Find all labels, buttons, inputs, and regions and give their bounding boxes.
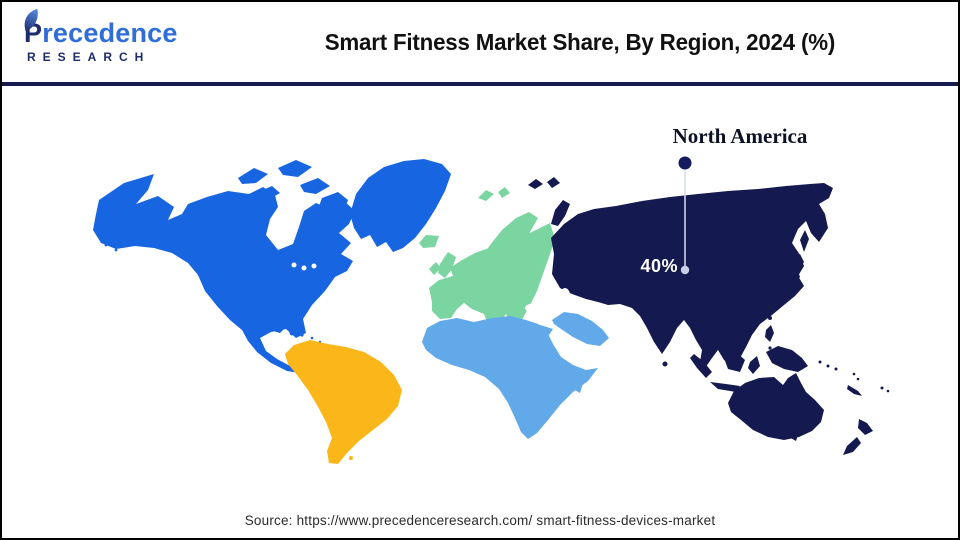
region-middle-east-africa [422,312,609,439]
region-south-america [285,340,402,464]
callout-dot-bottom [680,265,690,275]
brand-logo: Precedence RESEARCH [2,8,227,64]
world-map-svg [93,156,890,464]
header-divider [2,82,958,86]
world-map [2,86,958,538]
region-europe [419,187,555,337]
header: Precedence RESEARCH Smart Fitness Market… [2,2,958,82]
callout [678,156,692,275]
source-text: Source: https://www.precedenceresearch.c… [244,513,716,528]
leaf-icon [18,6,45,38]
page-title: Smart Fitness Market Share, By Region, 2… [324,28,836,55]
water-cutouts [291,262,571,313]
callout-value-label: 40% [640,256,678,276]
brand-subtitle: RESEARCH [27,50,151,64]
region-asia-pacific [528,177,890,455]
brand-name: Precedence [24,8,227,48]
region-north-america [93,159,451,373]
brand-text: Precedence [24,18,178,48]
callout-dot-top [678,156,692,170]
callout-region-label: North America [672,124,808,148]
